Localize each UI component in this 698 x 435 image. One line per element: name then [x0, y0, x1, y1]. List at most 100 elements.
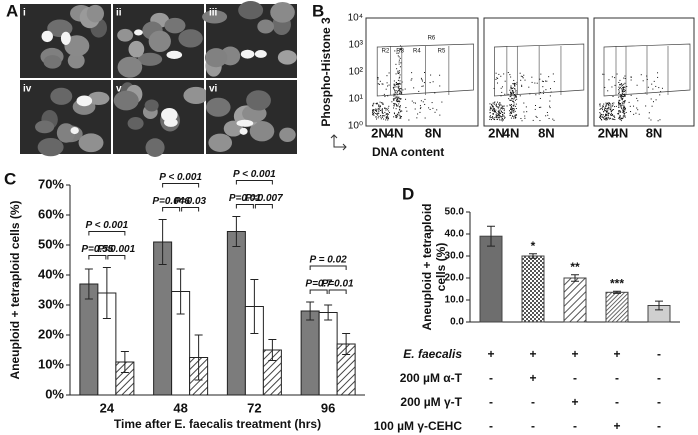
event-dot	[636, 84, 638, 86]
event-dot	[658, 87, 660, 89]
event-dot	[624, 86, 626, 88]
event-dot	[618, 86, 620, 88]
event-dot	[519, 72, 521, 74]
event-dot	[599, 104, 601, 106]
significance-bracket	[162, 207, 181, 212]
y-tick-label: 10.0	[445, 295, 465, 306]
event-dot	[495, 114, 497, 116]
event-dot	[381, 115, 383, 117]
x-tick-label: 8N	[538, 125, 555, 140]
event-dot	[637, 100, 639, 102]
p-value: P=0.03	[174, 196, 206, 207]
event-dot	[549, 95, 551, 97]
event-dot	[620, 111, 622, 113]
event-dot	[395, 116, 397, 118]
event-dot	[599, 112, 601, 114]
event-dot	[630, 76, 632, 78]
event-dot	[490, 103, 492, 105]
event-dot	[493, 118, 495, 120]
event-dot	[623, 77, 625, 79]
event-dot	[539, 78, 541, 80]
event-dot	[434, 111, 436, 113]
event-dot	[511, 106, 513, 108]
event-dot	[661, 87, 663, 89]
event-dot	[549, 100, 551, 102]
event-dot	[609, 118, 611, 120]
event-dot	[497, 114, 499, 116]
event-dot	[606, 103, 608, 105]
bar	[318, 312, 338, 396]
p-value: P < 0.001	[86, 220, 129, 231]
event-dot	[624, 108, 626, 110]
nucleus	[37, 137, 64, 157]
event-dot	[497, 118, 499, 120]
event-dot	[553, 81, 555, 83]
event-dot	[619, 87, 621, 89]
event-dot	[497, 107, 499, 109]
y-tick-label: 60%	[38, 206, 64, 221]
event-dot	[599, 118, 601, 120]
event-dot	[380, 118, 382, 120]
event-dot	[608, 112, 610, 114]
chromosome-cluster	[41, 30, 53, 43]
nucleus	[148, 30, 171, 53]
event-dot	[404, 88, 406, 90]
image-label: iv	[23, 84, 32, 95]
nucleus	[128, 40, 145, 58]
event-dot	[620, 85, 622, 87]
event-dot	[514, 88, 516, 90]
event-dot	[396, 92, 398, 94]
event-dot	[491, 110, 493, 112]
event-dot	[621, 91, 623, 93]
event-dot	[393, 94, 395, 96]
event-dot	[510, 103, 512, 105]
event-dot	[502, 115, 504, 117]
event-dot	[606, 108, 608, 110]
event-dot	[382, 103, 384, 105]
bar	[479, 235, 503, 323]
event-dot	[512, 105, 514, 107]
event-dot	[504, 117, 506, 119]
micrograph: i	[20, 4, 111, 78]
event-dot	[396, 68, 398, 70]
event-dot	[619, 88, 621, 90]
event-dot	[395, 115, 397, 117]
event-dot	[399, 98, 401, 100]
event-dot	[393, 112, 395, 114]
p-value: P=0.01	[322, 279, 354, 290]
nucleus	[183, 86, 209, 104]
event-dot	[377, 112, 379, 114]
y-tick-label: 30%	[38, 296, 64, 311]
event-dot	[511, 109, 513, 111]
event-dot	[395, 83, 397, 85]
event-dot	[534, 108, 536, 110]
event-dot	[497, 113, 499, 115]
event-dot	[400, 116, 402, 118]
event-dot	[376, 102, 378, 104]
event-dot	[395, 114, 397, 116]
event-dot	[398, 109, 400, 111]
event-dot	[509, 112, 511, 114]
event-dot	[618, 110, 620, 112]
event-dot	[608, 117, 610, 119]
event-dot	[622, 111, 624, 113]
event-dot	[492, 105, 494, 107]
event-dot	[513, 109, 515, 111]
event-dot	[376, 103, 378, 105]
event-dot	[396, 84, 398, 86]
event-dot	[549, 107, 551, 109]
event-dot	[607, 109, 609, 111]
event-dot	[385, 108, 387, 110]
event-dot	[492, 108, 494, 110]
event-dot	[514, 115, 516, 117]
event-dot	[384, 96, 386, 98]
event-dot	[400, 93, 402, 95]
nucleus	[64, 35, 90, 57]
event-dot	[502, 108, 504, 110]
event-dot	[623, 91, 625, 93]
treatment-sign: -	[489, 419, 493, 433]
event-dot	[620, 83, 622, 85]
event-dot	[498, 103, 500, 105]
event-dot	[501, 116, 503, 118]
